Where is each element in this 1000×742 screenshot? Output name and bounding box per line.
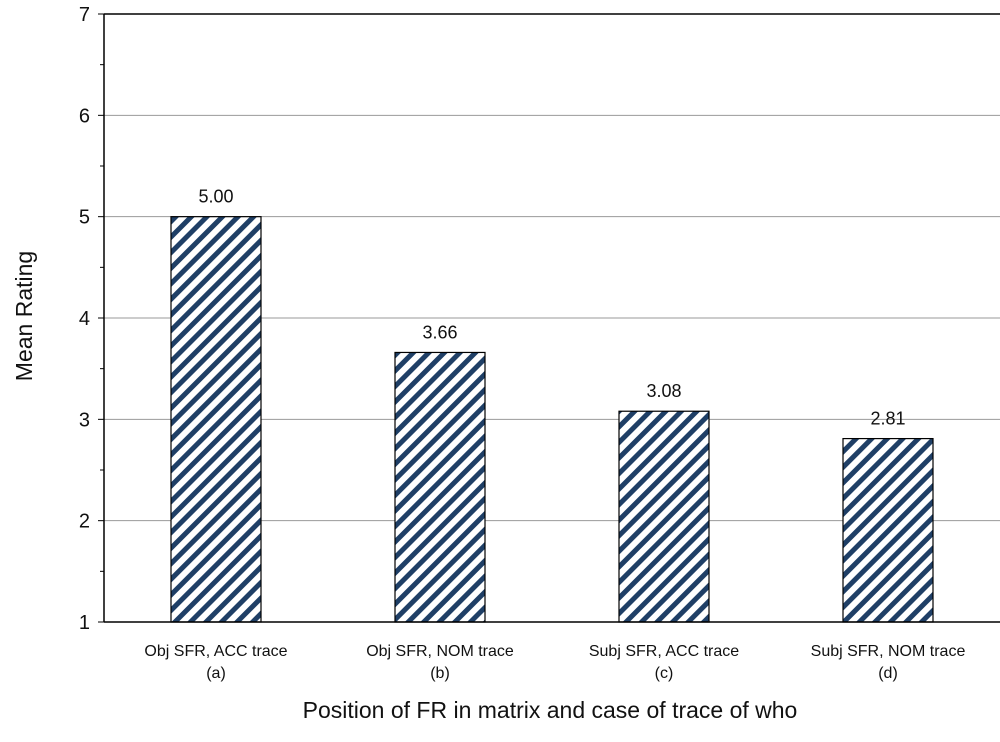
x-tick-sublabel: (d) — [878, 665, 898, 682]
x-tick-sublabel: (c) — [655, 665, 674, 682]
bar — [170, 216, 262, 623]
data-label: 2.81 — [870, 409, 905, 429]
x-tick-sublabel: (b) — [430, 665, 450, 682]
x-tick-label: Subj SFR, ACC trace — [589, 643, 739, 660]
bar — [618, 410, 710, 623]
data-label: 5.00 — [198, 187, 233, 207]
x-tick-label: Subj SFR, NOM trace — [811, 643, 966, 660]
bars — [170, 216, 934, 623]
y-tick-label: 2 — [79, 511, 90, 533]
bar — [394, 351, 486, 623]
y-tick-label: 1 — [79, 612, 90, 634]
data-label: 3.08 — [646, 381, 681, 401]
data-label: 3.66 — [422, 322, 457, 342]
x-tick-sublabel: (a) — [206, 665, 226, 682]
y-tick-label: 5 — [79, 207, 90, 229]
axes — [98, 13, 1000, 623]
x-axis-title: Position of FR in matrix and case of tra… — [303, 697, 798, 723]
labels: 1 2 3 4 5 6 7 5.00 Obj SFR, ACC trace (a) 3.66 Obj … — [79, 4, 966, 682]
y-tick-label: 3 — [79, 409, 90, 431]
bar — [842, 437, 934, 623]
y-tick-label: 4 — [79, 308, 90, 330]
y-axis-title: Mean Rating — [11, 251, 37, 381]
y-tick-label: 7 — [79, 4, 90, 26]
x-tick-label: Obj SFR, NOM trace — [366, 643, 514, 660]
x-tick-label: Obj SFR, ACC trace — [144, 643, 287, 660]
y-tick-label: 6 — [79, 105, 90, 127]
